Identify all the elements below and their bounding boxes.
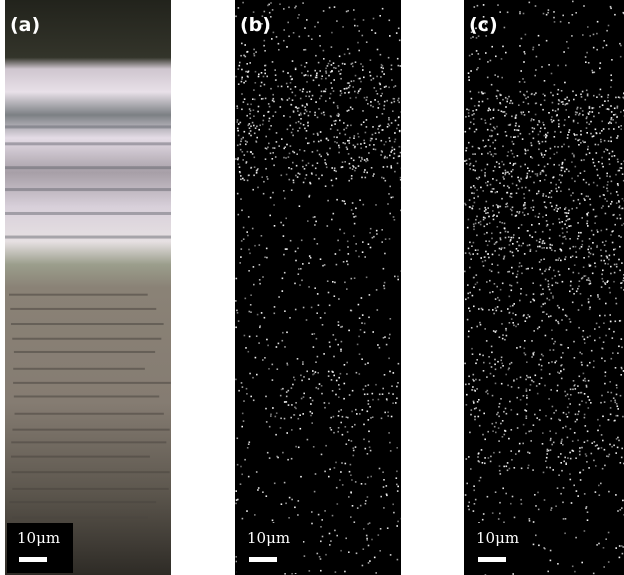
scale-bar-text-b: 10μm	[247, 529, 291, 547]
scale-bar-text-a: 10μm	[17, 529, 61, 547]
panel-label-c: (c)	[469, 14, 498, 36]
elemental-map-panel-b: (b) 10μm	[235, 0, 401, 575]
optical-micrograph-image	[5, 0, 171, 575]
scale-bar-line-c	[478, 557, 506, 562]
panel-label-a: (a)	[10, 14, 41, 36]
scale-bar-b: 10μm	[237, 523, 303, 573]
scale-bar-a: 10μm	[7, 523, 73, 573]
elemental-map-panel-c: (c) 10μm	[464, 0, 624, 575]
scale-bar-line-a	[19, 557, 47, 562]
scale-bar-c: 10μm	[466, 523, 532, 573]
optical-micrograph-panel: (a) 10μm	[5, 0, 171, 575]
elemental-map-image-b	[235, 0, 401, 575]
scale-bar-line-b	[249, 557, 277, 562]
scale-bar-text-c: 10μm	[476, 529, 520, 547]
elemental-map-image-c	[464, 0, 624, 575]
panel-label-b: (b)	[240, 14, 271, 36]
